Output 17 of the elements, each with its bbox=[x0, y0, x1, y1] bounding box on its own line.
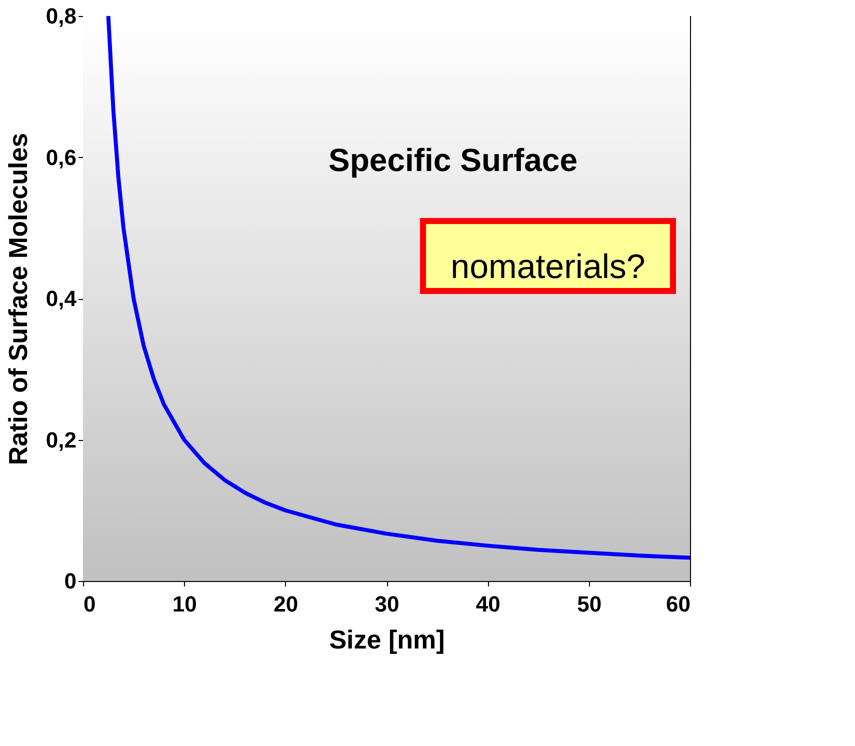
y-tick-label: 0 bbox=[64, 568, 76, 594]
x-tick-label: 0 bbox=[84, 592, 96, 616]
y-tick-label: 0,2 bbox=[46, 427, 76, 452]
x-tick-label: 10 bbox=[172, 592, 197, 616]
y-tick-label: 0,8 bbox=[46, 4, 76, 28]
x-tick-label: 50 bbox=[577, 592, 602, 616]
annotation: nomaterials? bbox=[450, 248, 646, 286]
annotation: Specific Surface bbox=[328, 142, 578, 178]
x-tick-label: 30 bbox=[374, 592, 400, 616]
y-tick-label: 0,6 bbox=[46, 144, 76, 170]
x-tick-label: 20 bbox=[274, 592, 298, 616]
x-tick-label: 40 bbox=[476, 592, 500, 616]
y-tick-label: 0,4 bbox=[46, 286, 78, 311]
line-series bbox=[106, 16, 690, 560]
x-tick-label: 60 bbox=[666, 592, 690, 616]
y-axis-title: Ratio of Surface Molecules bbox=[2, 132, 33, 466]
x-axis-title: Size [nm] bbox=[329, 624, 445, 654]
